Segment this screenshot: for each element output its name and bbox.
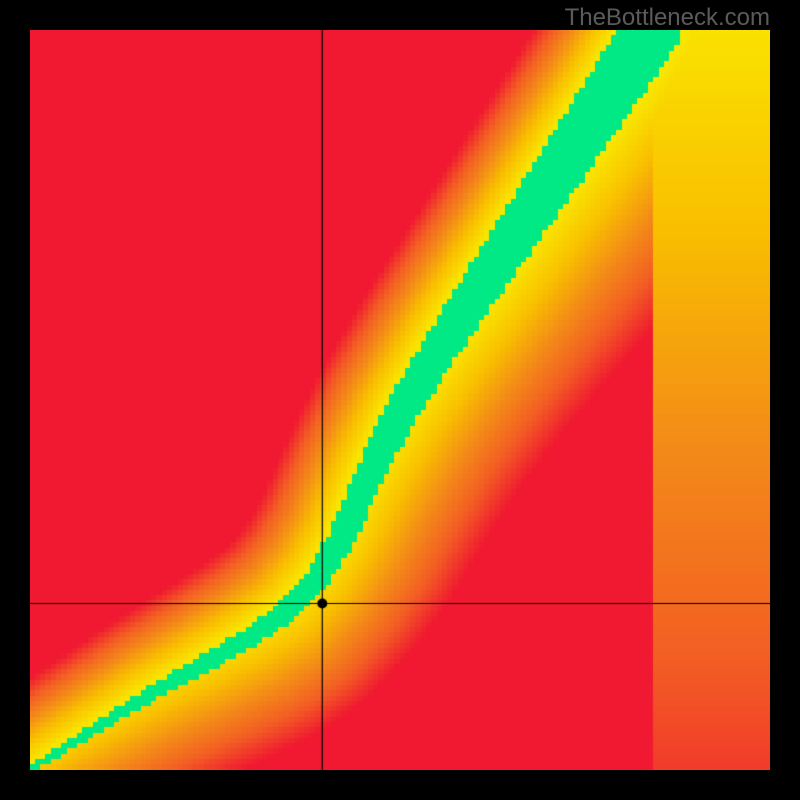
chart-container: TheBottleneck.com <box>0 0 800 800</box>
attribution-text: TheBottleneck.com <box>565 4 770 32</box>
heatmap-canvas <box>30 30 770 770</box>
